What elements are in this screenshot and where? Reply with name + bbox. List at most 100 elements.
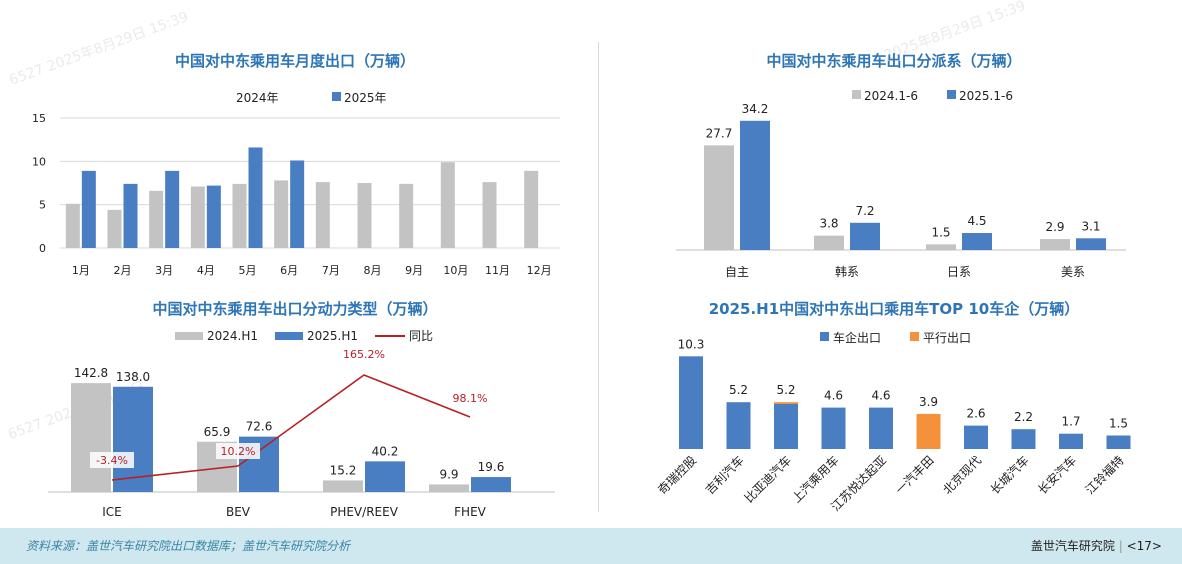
data-label: 34.2 xyxy=(742,102,769,116)
source-note: 资料来源：盖世汽车研究院出口数据库；盖世汽车研究院分析 xyxy=(26,539,351,553)
bar-2024 xyxy=(149,190,164,248)
data-label: 15.2 xyxy=(330,463,357,477)
legend-label: 2024.1-6 xyxy=(864,89,918,103)
yoy-label: 165.2% xyxy=(343,348,385,361)
legend-swatch xyxy=(947,90,956,99)
data-label: 19.6 xyxy=(478,460,505,474)
yoy-label: 98.1% xyxy=(453,392,488,405)
x-tick-label: ICE xyxy=(102,505,122,519)
brand-origin-chart-panel: 中国对中东乘用车出口分派系（万辆） 2024.1-6 2025.1-6 27.7 34… xyxy=(606,40,1182,290)
data-label: 65.9 xyxy=(204,425,231,439)
bar-2024 xyxy=(232,183,247,248)
label-box xyxy=(216,443,260,459)
legend-label: 平行出口 xyxy=(923,331,971,345)
y-tick-label: 5 xyxy=(39,199,46,212)
x-tick-label: 长安汽车 xyxy=(1035,453,1080,498)
x-tick-label: 10月 xyxy=(443,264,468,277)
bar-oem-export xyxy=(679,356,703,449)
bar-2025 xyxy=(290,160,305,248)
data-label: 10.3 xyxy=(678,337,705,351)
bar-2024 xyxy=(274,180,289,248)
x-tick-label: 北京现代 xyxy=(940,453,984,497)
bar-2025 xyxy=(1076,238,1106,250)
data-label: 2.6 xyxy=(966,407,985,421)
bar-parallel-export xyxy=(916,413,941,449)
bar-2025h1 xyxy=(471,477,511,492)
data-label: 4.6 xyxy=(824,389,843,403)
chart-title: 2025.H1中国对中东出口乘用车TOP 10车企（万辆） xyxy=(708,300,1080,318)
legend-label: 2024年 xyxy=(236,91,279,105)
x-tick-label: 比亚迪汽车 xyxy=(741,453,794,506)
bar-oem-export xyxy=(1011,429,1036,449)
x-tick-label: 吉利汽车 xyxy=(702,453,747,498)
bar-2024h1 xyxy=(323,480,363,492)
data-label: 40.2 xyxy=(372,444,399,458)
x-tick-label: 3月 xyxy=(155,264,173,277)
bar-oem-export xyxy=(774,404,798,449)
bar-2024h1 xyxy=(71,383,111,492)
bar-2024 xyxy=(190,186,205,248)
data-label: 142.8 xyxy=(74,366,108,380)
bar-2024 xyxy=(524,170,539,248)
bar-2025 xyxy=(850,222,880,250)
legend-swatch xyxy=(332,92,341,101)
x-tick-label: 6月 xyxy=(280,264,298,277)
x-tick-label: PHEV/REEV xyxy=(330,505,399,519)
x-tick-label: 日系 xyxy=(947,265,971,279)
data-label: 1.7 xyxy=(1061,415,1080,429)
bar-2025 xyxy=(962,233,992,250)
x-tick-label: 奇瑞控股 xyxy=(655,453,699,497)
bar-2025 xyxy=(165,170,180,248)
bar-2024 xyxy=(107,209,122,248)
data-label: 3.1 xyxy=(1081,219,1100,233)
legend-swatch xyxy=(820,332,829,341)
legend-label: 2025.H1 xyxy=(307,329,358,343)
legend-label: 2025.1-6 xyxy=(959,89,1013,103)
x-tick-label: 9月 xyxy=(405,264,423,277)
data-label: 2.2 xyxy=(1014,410,1033,424)
bar-2024 xyxy=(65,203,80,248)
data-label: 1.5 xyxy=(1109,417,1128,431)
bar-oem-export xyxy=(726,402,751,449)
bar-oem-export xyxy=(1106,435,1131,449)
legend-swatch xyxy=(910,332,919,341)
y-tick-label: 0 xyxy=(39,242,46,255)
bar-2024 xyxy=(399,183,414,248)
page-footer-org: 盖世汽车研究院 | <17> xyxy=(1030,539,1162,553)
data-label: 3.9 xyxy=(919,395,938,409)
data-label: 72.6 xyxy=(246,420,273,434)
x-tick-label: 1月 xyxy=(72,264,90,277)
bar-2024 xyxy=(926,244,956,250)
bar-oem-export xyxy=(1059,433,1083,449)
y-tick-label: 15 xyxy=(32,112,46,125)
data-label: 27.7 xyxy=(706,126,733,140)
x-tick-label: 美系 xyxy=(1061,265,1085,279)
bar-2025h1 xyxy=(365,461,405,492)
bar-2024 xyxy=(315,182,330,248)
footer: 资料来源：盖世汽车研究院出口数据库；盖世汽车研究院分析 盖世汽车研究院 | <1… xyxy=(0,528,1182,564)
data-label: 5.2 xyxy=(776,383,795,397)
legend-label: 同比 xyxy=(409,329,433,343)
data-label: 4.5 xyxy=(967,214,986,228)
bar-2025 xyxy=(740,120,770,250)
x-tick-label: 江铃福特 xyxy=(1082,453,1127,498)
top10-chart-panel: 2025.H1中国对中东出口乘用车TOP 10车企（万辆） 车企出口 平行出口 10… xyxy=(606,290,1182,526)
page-number: <17> xyxy=(1126,539,1162,553)
data-label: 138.0 xyxy=(116,370,150,384)
data-label: 4.6 xyxy=(871,389,890,403)
chart-title: 中国对中东乘用车出口分动力类型（万辆） xyxy=(152,300,438,318)
x-tick-label: 自主 xyxy=(725,265,749,279)
x-tick-label: BEV xyxy=(226,505,251,519)
data-label: 5.2 xyxy=(729,383,748,397)
yoy-label: 10.2% xyxy=(221,445,256,458)
data-label: 2.9 xyxy=(1045,220,1064,234)
bar-oem-export xyxy=(869,407,893,449)
data-label: 3.8 xyxy=(819,217,838,231)
yoy-label: -3.4% xyxy=(96,454,128,467)
bar-2025 xyxy=(123,183,138,248)
bar-2024 xyxy=(704,145,734,250)
org-name: 盖世汽车研究院 xyxy=(1030,539,1115,553)
x-tick-label: FHEV xyxy=(454,505,487,519)
bar-oem-export xyxy=(964,425,988,449)
y-tick-label: 10 xyxy=(32,155,46,168)
